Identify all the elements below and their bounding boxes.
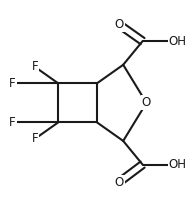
Text: O: O: [115, 176, 124, 189]
Text: F: F: [9, 77, 16, 90]
Text: F: F: [32, 60, 38, 73]
Text: F: F: [32, 132, 38, 145]
Text: O: O: [142, 96, 151, 109]
Text: O: O: [115, 18, 124, 31]
Text: OH: OH: [169, 35, 187, 48]
Text: OH: OH: [169, 158, 187, 171]
Text: F: F: [9, 116, 16, 129]
